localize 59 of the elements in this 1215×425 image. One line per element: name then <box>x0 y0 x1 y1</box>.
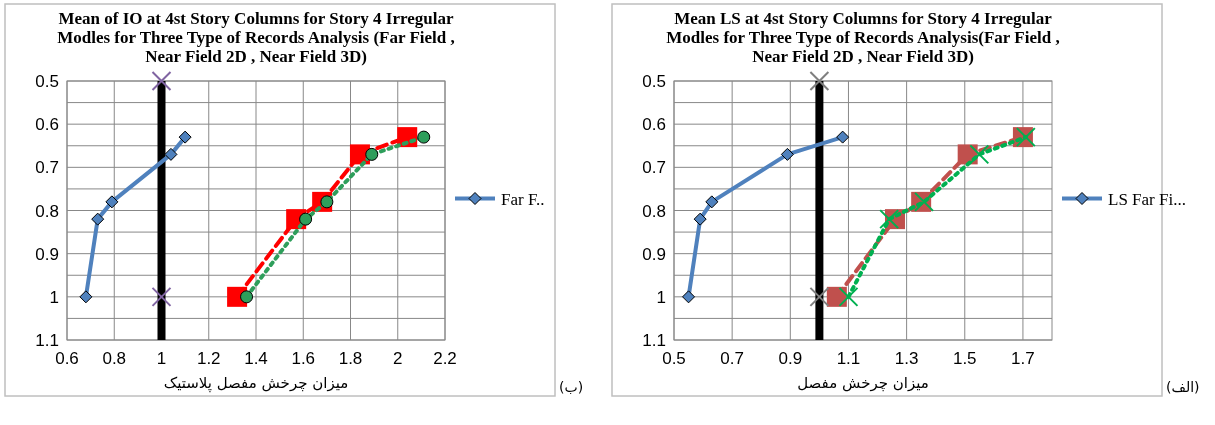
point <box>299 212 313 226</box>
x-tick-label: 1.3 <box>894 349 919 368</box>
x-tick-label: 1.7 <box>1011 349 1035 368</box>
y-tick-label: 0.5 <box>35 72 59 91</box>
y-tick-label: 0.8 <box>642 201 666 221</box>
point <box>178 130 192 144</box>
point <box>91 212 105 226</box>
y-tick-label: 0.7 <box>35 158 59 178</box>
y-tick-label: 1 <box>49 287 59 307</box>
x-tick-label: 0.5 <box>662 349 686 368</box>
point <box>969 144 990 165</box>
x-axis-title: میزان چرخش مفصل <box>797 374 929 392</box>
y-tick-label: 0.7 <box>642 158 666 178</box>
y-tick-label: 0.8 <box>35 201 59 221</box>
x-tick-label: 2 <box>393 349 403 368</box>
x-tick-label: 1.8 <box>338 349 363 368</box>
point <box>151 71 172 91</box>
point <box>836 130 850 144</box>
x-tick-label: 0.6 <box>55 349 79 368</box>
point <box>79 290 93 304</box>
x-tick-label: 1.1 <box>836 349 861 368</box>
point <box>164 147 178 161</box>
y-tick-label: 0.6 <box>642 115 666 135</box>
y-tick-label: 0.9 <box>642 244 666 264</box>
text: (الف) <box>1166 379 1200 395</box>
point <box>682 290 696 304</box>
x-tick-label: 1.4 <box>244 349 268 368</box>
point <box>809 71 830 91</box>
point <box>151 286 172 307</box>
legend-label: Far F.. <box>501 189 545 209</box>
y-tick-label: 1.1 <box>642 331 666 350</box>
x-tick-label: 1.5 <box>952 349 977 368</box>
x-tick-label: 2.2 <box>433 349 457 368</box>
x-tick-label: 0.7 <box>720 349 744 368</box>
x-axis-title: میزان چرخش مفصل پلاستیک <box>163 374 349 393</box>
chart-title: Mean of IO at 4st Story Columns for Story 4 Irregular Modles for Three Type of Records Analysis (Far Field , Near Field 2D , Near Field 3D) <box>57 9 455 66</box>
x-tick-label: 0.8 <box>102 349 127 368</box>
y-tick-label: 0.9 <box>35 244 59 264</box>
point <box>240 290 254 304</box>
x-tick-label: 1.2 <box>196 349 221 368</box>
point <box>879 209 900 230</box>
y-tick-label: 0.5 <box>642 72 666 91</box>
point <box>417 130 431 144</box>
chart-title: Mean LS at 4st Story Columns for Story 4 Irregular Modles for Three Type of Records Analysis(Far Field , Near Field 2D , Near Field 3D) <box>666 9 1060 66</box>
text: (ب) <box>559 379 584 395</box>
point <box>838 286 859 307</box>
legend-label: LS Far Fi... <box>1108 189 1186 209</box>
point <box>780 147 794 161</box>
y-tick-label: 0.6 <box>35 115 59 135</box>
x-tick-label: 1 <box>156 349 167 368</box>
y-tick-label: 1 <box>656 287 666 307</box>
point <box>105 195 119 209</box>
y-tick-label: 1.1 <box>35 331 59 350</box>
point <box>365 147 379 161</box>
x-tick-label: 0.9 <box>778 349 803 368</box>
point <box>705 195 719 209</box>
x-tick-label: 1.6 <box>291 349 316 368</box>
point <box>809 286 830 307</box>
point <box>693 212 707 226</box>
